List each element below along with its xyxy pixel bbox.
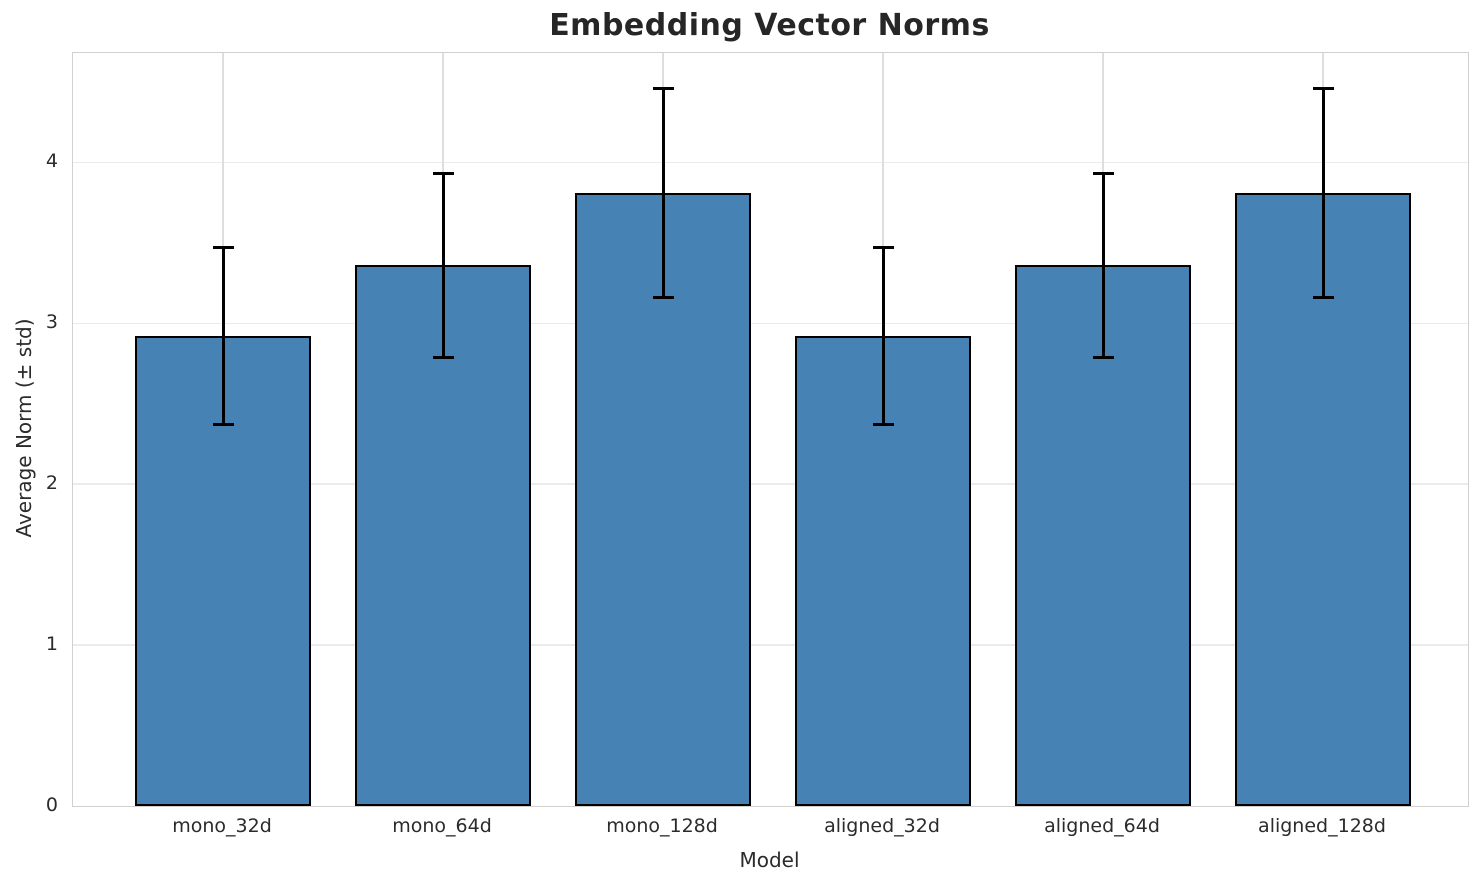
error-cap-top-mono_64d <box>432 172 454 176</box>
error-bar-mono_128d <box>661 88 665 298</box>
bar-aligned_32d <box>795 336 971 806</box>
gridline-horizontal <box>73 322 1468 325</box>
error-cap-bottom-aligned_128d <box>1312 296 1334 300</box>
error-bar-aligned_64d <box>1101 173 1105 358</box>
error-cap-bottom-mono_64d <box>432 355 454 359</box>
error-cap-top-aligned_64d <box>1092 172 1114 176</box>
error-bar-mono_32d <box>221 247 225 425</box>
error-bar-mono_64d <box>441 173 445 358</box>
y-tick-label: 1 <box>45 633 58 656</box>
x-tick-label-mono_32d: mono_32d <box>172 815 272 837</box>
chart-title: Embedding Vector Norms <box>549 8 990 43</box>
x-tick-label-aligned_32d: aligned_32d <box>824 815 940 837</box>
x-tick-label-aligned_64d: aligned_64d <box>1044 815 1160 837</box>
gridline-horizontal <box>73 644 1468 646</box>
x-axis-label: Model <box>739 848 800 872</box>
y-tick-label: 0 <box>45 794 58 816</box>
plot-area <box>72 52 1469 807</box>
x-tick-label-mono_128d: mono_128d <box>606 815 718 837</box>
error-bar-aligned_128d <box>1321 88 1325 298</box>
y-tick-label: 2 <box>45 472 58 495</box>
error-cap-top-aligned_32d <box>872 246 894 250</box>
error-cap-top-mono_128d <box>652 86 674 90</box>
gridline-horizontal <box>73 161 1468 164</box>
y-axis-label: Average Norm (± std) <box>12 318 36 538</box>
error-cap-top-aligned_128d <box>1312 86 1334 90</box>
error-cap-bottom-aligned_64d <box>1092 355 1114 359</box>
bar-aligned_128d <box>1235 192 1411 806</box>
error-cap-top-mono_32d <box>212 246 234 250</box>
gridline-horizontal <box>73 483 1468 485</box>
y-tick-label: 3 <box>45 311 58 334</box>
error-cap-bottom-mono_32d <box>212 423 234 427</box>
error-cap-bottom-mono_128d <box>652 296 674 300</box>
x-tick-label-mono_64d: mono_64d <box>392 815 492 837</box>
error-bar-aligned_32d <box>881 247 885 425</box>
y-tick-label: 4 <box>45 150 58 173</box>
x-tick-label-aligned_128d: aligned_128d <box>1258 815 1386 837</box>
error-cap-bottom-aligned_32d <box>872 423 894 427</box>
